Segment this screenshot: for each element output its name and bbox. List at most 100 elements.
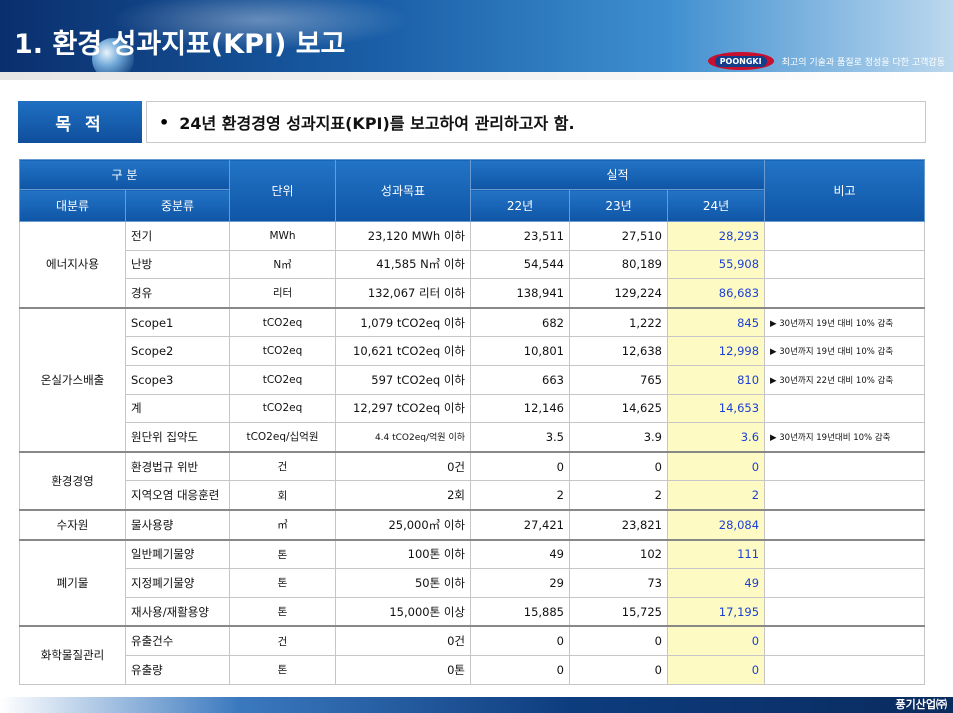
note-cell — [764, 278, 926, 309]
target-cell: 23,120 MWh 이하 — [335, 221, 471, 251]
header-unit: 단위 — [229, 159, 336, 222]
minor-category-cell: 경유 — [125, 278, 230, 309]
table-row: 원단위 집약도 tCO2eq/십억원 4.4 tCO2eq/억원 이하 3.5 3.9 3… — [20, 422, 926, 453]
result-22-cell: 27,421 — [470, 508, 570, 541]
target-cell: 132,067 리터 이하 — [335, 278, 471, 309]
result-22-cell: 23,511 — [470, 221, 570, 251]
unit-cell: 리터 — [229, 278, 336, 309]
table-row: 폐기물 일반폐기물양 톤 100톤 이하 49 102 111 — [19, 538, 926, 627]
table-row: 경유 리터 132,067 리터 이하 138,941 129,224 86,683 — [20, 278, 926, 309]
header-note: 비고 — [764, 159, 926, 222]
result-24-cell: 28,084 — [666, 508, 766, 541]
target-cell: 100톤 이하 — [335, 538, 471, 570]
note-cell: ▶ 30년까지 19년 대비 10% 감축 — [764, 336, 926, 366]
unit-cell: 톤 — [229, 654, 336, 685]
note-cell — [764, 654, 926, 685]
result-23-cell: 73 — [569, 568, 668, 598]
result-24-cell: 0 — [666, 625, 766, 656]
unit-cell: 건 — [229, 450, 336, 482]
result-23-cell: 765 — [569, 364, 668, 395]
result-23-cell: 0 — [569, 654, 668, 685]
target-cell: 50톤 이하 — [335, 568, 471, 598]
result-24-cell: 0 — [666, 654, 766, 685]
minor-category-cell: Scope2 — [125, 336, 230, 366]
major-category-cell: 온실가스배출 — [19, 306, 126, 453]
unit-cell: tCO2eq — [229, 393, 336, 424]
header-classification: 구 분 — [19, 159, 230, 190]
result-22-cell: 663 — [470, 364, 570, 395]
result-23-cell: 0 — [569, 625, 668, 656]
table-row: 환경경영 환경법규 위반 건 0건 0 0 0 — [19, 450, 926, 511]
note-cell: ▶ 30년까지 19년대비 10% 감축 — [764, 422, 926, 453]
purpose-bullet: • — [159, 112, 170, 132]
result-23-cell: 2 — [569, 480, 668, 511]
page-title: 1. 환경 성과지표(KPI) 보고 — [14, 29, 346, 60]
table-row: 에너지사용 전기 MWh 23,120 MWh 이하 23,511 27,510 28,29… — [19, 220, 926, 309]
result-23-cell: 27,510 — [569, 221, 668, 251]
target-cell: 0건 — [335, 625, 471, 656]
target-cell: 10,621 tCO2eq 이하 — [335, 336, 471, 366]
major-category-cell: 에너지사용 — [19, 220, 126, 309]
note-cell — [764, 450, 926, 482]
unit-cell: tCO2eq/십억원 — [229, 422, 336, 453]
unit-cell: tCO2eq — [229, 336, 336, 366]
purpose-label: 목 적 — [18, 101, 142, 143]
result-24-cell: 111 — [666, 538, 766, 570]
result-22-cell: 682 — [470, 306, 570, 338]
target-cell: 1,079 tCO2eq 이하 — [335, 306, 471, 338]
result-22-cell: 0 — [470, 654, 570, 685]
header-y23: 23년 — [569, 189, 668, 222]
result-23-cell: 14,625 — [569, 393, 668, 424]
major-category-cell: 환경경영 — [19, 450, 126, 511]
unit-cell: 톤 — [229, 568, 336, 598]
target-cell: 0톤 — [335, 654, 471, 685]
result-23-cell: 129,224 — [569, 278, 668, 309]
minor-category-cell: 계 — [125, 393, 230, 424]
result-24-cell: 28,293 — [666, 221, 766, 251]
purpose-section: 목 적 • 24년 환경경영 성과지표(KPI)를 보고하여 관리하고자 함. — [18, 101, 926, 143]
minor-category-cell: 물사용량 — [125, 508, 230, 541]
unit-cell: tCO2eq — [229, 364, 336, 395]
unit-cell: tCO2eq — [229, 306, 336, 338]
target-cell: 597 tCO2eq 이하 — [335, 364, 471, 395]
result-22-cell: 2 — [470, 480, 570, 511]
header-results: 실적 — [469, 159, 766, 190]
target-cell: 15,000톤 이상 — [335, 596, 471, 627]
minor-category-cell: 지역오염 대응훈련 — [125, 480, 230, 511]
unit-cell: 회 — [229, 480, 336, 511]
result-23-cell: 1,222 — [569, 306, 668, 338]
result-22-cell: 3.5 — [470, 422, 570, 453]
major-category-cell: 화학물질관리 — [19, 625, 126, 685]
result-24-cell: 14,653 — [666, 393, 766, 424]
target-cell: 2회 — [335, 480, 471, 511]
result-23-cell: 15,725 — [569, 596, 668, 627]
unit-cell: MWh — [229, 221, 336, 251]
target-cell: 4.4 tCO2eq/억원 이하 — [335, 422, 471, 453]
minor-category-cell: 일반폐기물양 — [125, 538, 230, 570]
table-row: 지역오염 대응훈련 회 2회 2 2 2 — [20, 480, 926, 511]
result-24-cell: 3.6 — [666, 422, 766, 453]
table-row: 수자원 물사용량 ㎥ 25,000㎥ 이하 27,421 23,821 28,084 — [19, 508, 926, 541]
result-22-cell: 49 — [470, 538, 570, 570]
header-y22: 22년 — [470, 189, 570, 222]
result-24-cell: 0 — [666, 450, 766, 482]
table-row: 온실가스배출 Scope1 tCO2eq 1,079 tCO2eq 이하 682 1,22… — [19, 306, 926, 453]
note-cell — [764, 249, 926, 280]
note-cell — [764, 538, 926, 570]
company-logo-text: POONGKI — [714, 55, 767, 67]
major-category-cell: 폐기물 — [19, 538, 126, 627]
note-cell — [764, 221, 926, 251]
minor-category-cell: 유출건수 — [125, 625, 230, 656]
result-23-cell: 3.9 — [569, 422, 668, 453]
table-row: Scope3 tCO2eq 597 tCO2eq 이하 663 765 810 ▶ 30년까… — [20, 364, 926, 395]
result-23-cell: 12,638 — [569, 336, 668, 366]
minor-category-cell: 전기 — [125, 221, 230, 251]
table-row: 난방 N㎥ 41,585 N㎥ 이하 54,544 80,189 55,908 — [20, 249, 926, 280]
table-row: 유출량 톤 0톤 0 0 0 — [20, 654, 926, 685]
result-22-cell: 138,941 — [470, 278, 570, 309]
minor-category-cell: 환경법규 위반 — [125, 450, 230, 482]
header-divider — [0, 72, 953, 80]
minor-category-cell: 지정폐기물양 — [125, 568, 230, 598]
minor-category-cell: 유출량 — [125, 654, 230, 685]
note-cell — [764, 393, 926, 424]
